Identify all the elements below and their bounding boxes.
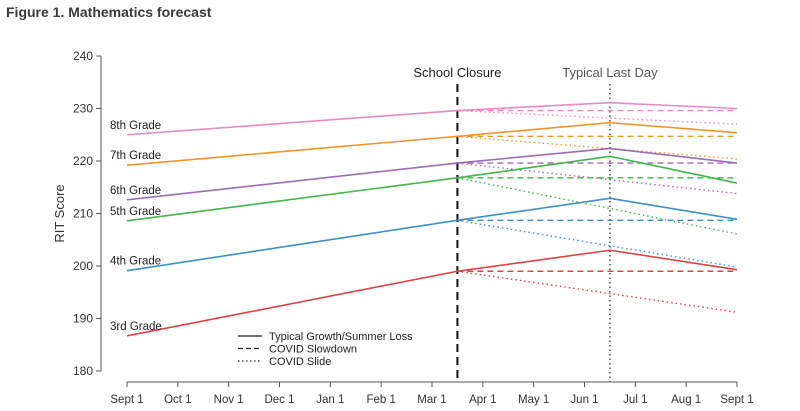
7th-grade-label: 7th Grade <box>110 150 161 162</box>
chart-series-lines <box>126 101 738 337</box>
x-tick-label: Nov 1 <box>214 394 244 406</box>
6th-grade-typical-line <box>126 147 738 201</box>
x-tick-label: Feb 1 <box>366 394 395 406</box>
x-tick-label: Apr 1 <box>469 394 497 406</box>
5th-grade-slide-line <box>457 177 738 235</box>
chart-axes: 180 190 200 210 220 230 240 RIT Score Sept 1 Oct … <box>52 49 754 406</box>
x-tick-label: Jun 1 <box>570 394 598 406</box>
school-closure-label: School Closure <box>413 65 501 80</box>
5th-grade-label: 5th Grade <box>110 206 161 218</box>
y-tick-label: 210 <box>73 207 93 221</box>
x-tick-label: Jan 1 <box>316 394 344 406</box>
x-tick-label: Aug 1 <box>671 394 701 406</box>
8th-grade-label: 8th Grade <box>110 120 161 132</box>
3rd-grade-slide-line <box>457 270 738 313</box>
y-tick-label: 220 <box>73 154 93 168</box>
7th-grade-typical-line <box>126 121 738 166</box>
7th-grade-slide-line <box>457 135 738 160</box>
y-tick-label: 180 <box>73 364 93 378</box>
x-tick-label: Sept 1 <box>720 394 753 406</box>
figure-title: Figure 1. Mathematics forecast <box>6 4 212 20</box>
y-tick-label: 200 <box>73 259 93 273</box>
y-tick-label: 190 <box>73 312 93 326</box>
legend-label: COVID Slowdown <box>269 344 357 356</box>
4th-grade-slide-line <box>457 219 738 268</box>
x-tick-label: Oct 1 <box>164 394 191 406</box>
8th-grade-typical-line <box>126 101 738 136</box>
6th-grade-label: 6th Grade <box>110 185 161 197</box>
typical-last-day-label: Typical Last Day <box>562 65 658 80</box>
x-tick-label: Sept 1 <box>110 394 143 406</box>
x-tick-label: Dec 1 <box>264 394 294 406</box>
y-tick-label: 230 <box>73 102 93 116</box>
chart-reference-lines: School Closure Typical Last Day <box>413 65 658 382</box>
chart-series-labels: 8th Grade 7th Grade 6th Grade 5th Grade 4th … <box>110 120 162 333</box>
6th-grade-slide-line <box>457 162 738 195</box>
x-tick-label: Jul 1 <box>623 394 647 406</box>
4th-grade-typical-line <box>126 197 738 272</box>
y-axis-label: RIT Score <box>52 184 67 242</box>
3rd-grade-typical-line <box>126 249 738 337</box>
x-tick-label: Mar 1 <box>417 394 446 406</box>
8th-grade-slide-line <box>457 109 738 125</box>
4th-grade-label: 4th Grade <box>110 256 161 268</box>
legend-label: COVID Slide <box>269 356 331 368</box>
x-tick-label: May 1 <box>518 394 549 406</box>
3rd-grade-label: 3rd Grade <box>110 321 162 333</box>
5th-grade-typical-line <box>126 155 738 222</box>
y-tick-label: 240 <box>73 49 93 63</box>
legend-label: Typical Growth/Summer Loss <box>269 331 413 343</box>
